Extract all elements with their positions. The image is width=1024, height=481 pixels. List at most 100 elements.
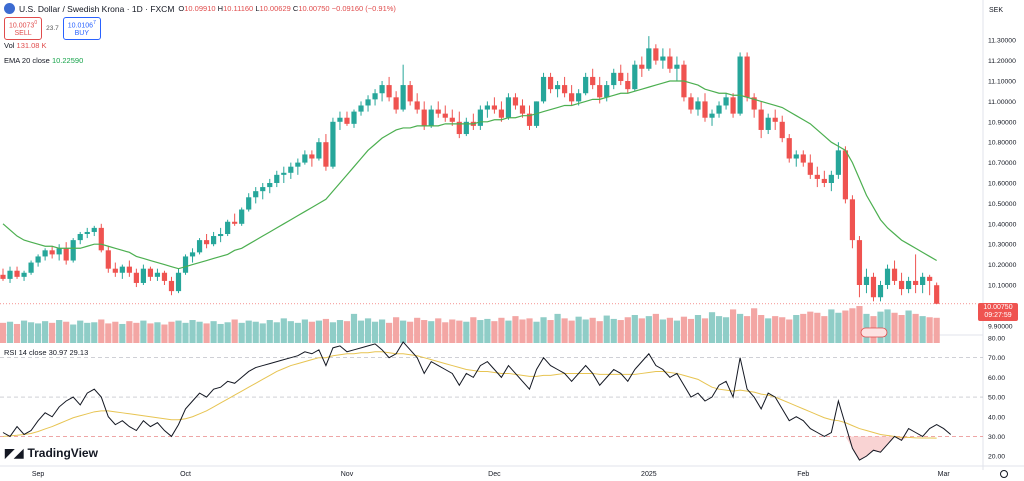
candle-body: [505, 97, 512, 118]
candle-body: [709, 113, 715, 118]
volume-bar: [484, 318, 491, 343]
candle-body: [625, 81, 631, 90]
volume-bar: [350, 313, 358, 343]
rsi-tick-label: 50.00: [988, 395, 1005, 402]
price-tick-label: 10.10000: [988, 283, 1017, 290]
symbol-title[interactable]: U.S. Dollar / Swedish Krona · 1D · FXCM: [19, 3, 175, 14]
volume-bar: [933, 317, 940, 343]
volume-bar: [715, 316, 723, 343]
volume-bar: [252, 321, 259, 343]
volume-bar: [519, 319, 526, 343]
ema-legend[interactable]: EMA 20 close 10.22590: [4, 56, 84, 65]
candle-body: [491, 105, 497, 110]
candle-body: [140, 268, 146, 283]
candle-body: [604, 85, 610, 98]
candle-body: [225, 221, 231, 234]
volume-bar: [905, 310, 912, 343]
candle-body: [126, 266, 132, 273]
candle-body: [758, 109, 764, 130]
price-tick-label: 10.20000: [988, 262, 1017, 269]
volume-bar: [729, 309, 737, 343]
volume-bar: [154, 322, 161, 343]
volume-bar: [280, 318, 287, 343]
volume-bar: [42, 321, 49, 343]
time-tick-label: Nov: [341, 471, 354, 478]
volume-bar: [828, 309, 835, 343]
candle-body: [667, 56, 673, 69]
volume-bar: [63, 321, 70, 343]
volume-bar: [315, 320, 322, 343]
candle-body: [737, 56, 743, 114]
candle-body: [232, 221, 238, 224]
price-tick-label: 11.20000: [988, 58, 1016, 65]
candle-body: [189, 252, 196, 257]
candle-body: [246, 197, 252, 210]
volume-bar: [13, 323, 21, 343]
candle-body: [175, 272, 182, 292]
volume-bar: [561, 318, 568, 343]
volume-bar: [301, 319, 308, 343]
volume-bar: [98, 319, 105, 343]
price-tick-label: 10.70000: [988, 160, 1017, 167]
volume-bar: [624, 317, 631, 343]
candle-body: [891, 268, 898, 281]
volume-bar: [722, 317, 730, 343]
volume-bar: [772, 316, 779, 343]
rsi-legend[interactable]: RSI 14 close 30.97 29.13: [4, 348, 89, 357]
candle-body: [913, 280, 919, 285]
volume-legend[interactable]: Vol 131.08 K: [4, 41, 47, 50]
volume-bar: [645, 316, 652, 343]
rsi-tick-label: 60.00: [988, 375, 1005, 382]
candle-body: [863, 276, 870, 285]
candle-body: [133, 272, 139, 283]
volume-bar: [70, 324, 77, 343]
volume-bar: [343, 321, 351, 343]
volume-bar: [449, 319, 456, 343]
ema-20-line: [2, 80, 937, 270]
candle-body: [77, 234, 83, 241]
tradingview-logo[interactable]: ◤◢ TradingView: [5, 446, 98, 460]
volume-bar: [898, 315, 905, 343]
candle-body: [63, 248, 69, 261]
candle-body: [42, 250, 48, 257]
candle-body: [828, 174, 834, 183]
candle-body: [182, 256, 189, 273]
candle-body: [372, 93, 378, 100]
candle-body: [414, 101, 420, 110]
candle-body: [618, 72, 624, 81]
candle-body: [168, 280, 175, 292]
volume-bar: [582, 319, 589, 343]
candle-body: [14, 270, 20, 277]
volume-bar: [329, 322, 337, 343]
volume-bar: [56, 320, 63, 343]
settings-gear-icon: [1000, 470, 1008, 478]
sell-button[interactable]: 10.00730 SELL: [4, 17, 43, 41]
volume-bar: [596, 321, 603, 343]
volume-bar: [210, 321, 217, 343]
candle-body: [316, 142, 322, 159]
volume-bar: [814, 312, 821, 343]
volume-bar: [877, 311, 884, 343]
volume-bar: [414, 317, 421, 343]
volume-bar: [680, 316, 688, 343]
volume-bar: [266, 320, 273, 343]
currency-label: SEK: [989, 7, 1003, 14]
volume-bar: [322, 318, 330, 343]
candle-body: [344, 117, 350, 124]
volume-bar: [371, 321, 379, 343]
volume-bar: [821, 316, 828, 343]
rsi-ma-line: [2, 351, 937, 439]
candle-body: [21, 272, 27, 277]
volume-bar: [119, 323, 126, 343]
candle-body: [583, 76, 589, 94]
volume-bar: [259, 323, 266, 343]
rsi-tick-label: 80.00: [988, 336, 1005, 343]
volume-bar: [547, 320, 554, 343]
price-tick-label: 10.90000: [988, 119, 1017, 126]
volume-bar: [189, 320, 196, 343]
candle-body: [203, 240, 210, 245]
candle-body: [498, 109, 505, 118]
buy-button[interactable]: 10.01067 BUY: [62, 17, 101, 41]
volume-bar: [273, 322, 280, 343]
